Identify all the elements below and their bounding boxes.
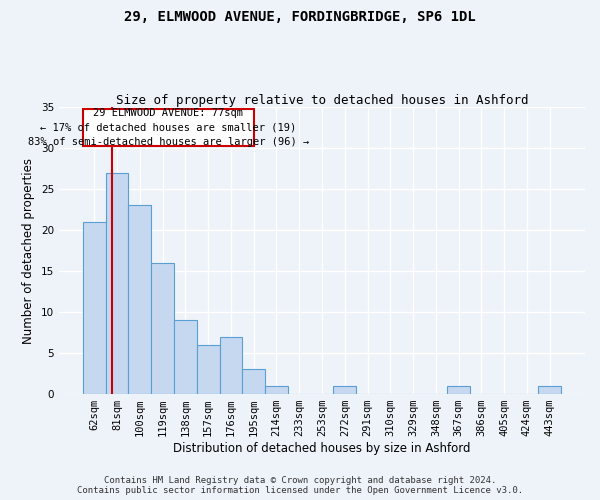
Bar [106, 172, 128, 394]
Bar [174, 320, 197, 394]
Bar [197, 345, 220, 394]
Bar [242, 370, 265, 394]
Bar [447, 386, 470, 394]
Bar [220, 336, 242, 394]
Bar [128, 206, 151, 394]
Bar [83, 222, 106, 394]
Text: Contains HM Land Registry data © Crown copyright and database right 2024.
Contai: Contains HM Land Registry data © Crown c… [77, 476, 523, 495]
Bar [83, 108, 254, 146]
Y-axis label: Number of detached properties: Number of detached properties [22, 158, 35, 344]
X-axis label: Distribution of detached houses by size in Ashford: Distribution of detached houses by size … [173, 442, 471, 455]
Bar [151, 263, 174, 394]
Bar [265, 386, 288, 394]
Title: Size of property relative to detached houses in Ashford: Size of property relative to detached ho… [116, 94, 528, 107]
Text: 29 ELMWOOD AVENUE: 77sqm
← 17% of detached houses are smaller (19)
83% of semi-d: 29 ELMWOOD AVENUE: 77sqm ← 17% of detach… [28, 108, 309, 148]
Text: 29, ELMWOOD AVENUE, FORDINGBRIDGE, SP6 1DL: 29, ELMWOOD AVENUE, FORDINGBRIDGE, SP6 1… [124, 10, 476, 24]
Bar [538, 386, 561, 394]
Bar [334, 386, 356, 394]
